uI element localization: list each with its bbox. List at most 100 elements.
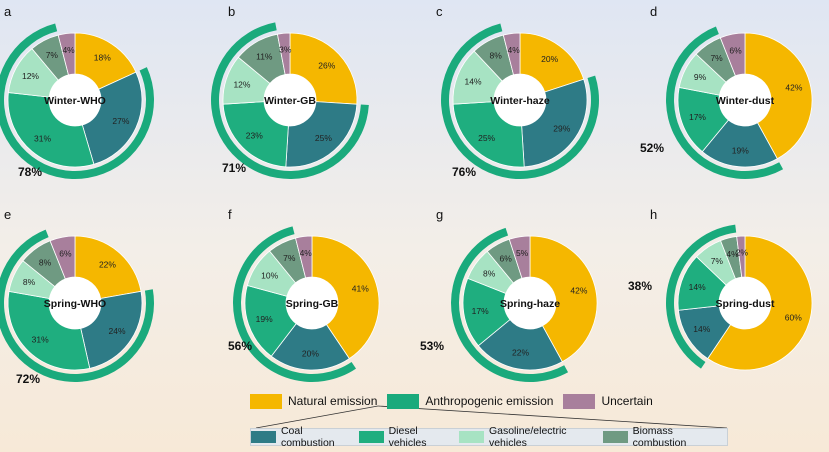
anthropogenic-total-f: 56%	[228, 339, 252, 353]
donut-hole-a	[49, 74, 101, 126]
legend-item-gasoline: Gasoline/electric vehicles	[458, 425, 595, 449]
legend-label-natural: Natural emission	[288, 394, 378, 408]
slice-label-d-coal: 19%	[732, 145, 749, 155]
slice-label-a-natural: 18%	[94, 53, 111, 63]
anthropogenic-band-h	[666, 224, 737, 369]
donut-panel-c: 20% 29% 25% 14% 8% 4% Winter-haze c 76%	[436, 4, 600, 179]
donut-panel-f: 41% 20% 19% 10% 7% 4% Spring-GB f 56%	[228, 207, 380, 382]
legend-item-anthropogenic: Anthropogenic emission	[387, 393, 554, 409]
panel-letter-d: d	[650, 4, 657, 19]
legend-label-anthropogenic: Anthropogenic emission	[425, 394, 554, 408]
slice-label-f-diesel: 19%	[256, 314, 273, 324]
donut-title-h: Spring-dust	[716, 298, 775, 310]
legend-swatch-diesel	[358, 431, 384, 443]
slice-label-f-coal: 20%	[302, 348, 319, 358]
donut-title-e: Spring-WHO	[44, 298, 106, 310]
legend-item-natural: Natural emission	[250, 393, 378, 409]
anthropogenic-total-h: 38%	[628, 279, 652, 293]
slice-label-b-uncertain: 3%	[279, 45, 292, 55]
slice-label-b-biomass: 11%	[256, 52, 273, 62]
donut-hole-c	[494, 74, 546, 126]
legend-anthropogenic-breakdown: Coal combustion Diesel vehicles Gasoline…	[250, 425, 728, 449]
panel-letter-h: h	[650, 207, 657, 222]
slice-label-e-biomass: 8%	[39, 257, 52, 267]
slice-label-e-diesel: 31%	[32, 335, 49, 345]
legend-swatch-gasoline	[458, 431, 484, 443]
slice-label-g-coal: 22%	[512, 348, 529, 358]
slice-label-a-coal: 27%	[112, 116, 129, 126]
slice-label-h-uncertain: 2%	[736, 248, 749, 258]
slice-label-g-natural: 42%	[570, 285, 587, 295]
slice-label-b-natural: 26%	[318, 60, 335, 70]
panel-letter-f: f	[228, 207, 232, 222]
legend-item-biomass: Biomass combustion	[602, 425, 719, 449]
panel-letter-e: e	[4, 207, 11, 222]
panel-letter-g: g	[436, 207, 443, 222]
anthropogenic-total-e: 72%	[16, 372, 40, 386]
slice-label-f-gasoline: 10%	[261, 271, 278, 281]
slice-label-c-natural: 20%	[541, 54, 558, 64]
slice-label-f-biomass: 7%	[283, 253, 296, 263]
legend-swatch-anthropogenic	[387, 393, 420, 409]
slice-label-h-diesel: 14%	[689, 282, 706, 292]
legend-item-coal: Coal combustion	[251, 425, 351, 449]
slice-label-g-uncertain: 5%	[516, 248, 529, 258]
slice-label-e-uncertain: 6%	[59, 248, 72, 258]
slice-label-h-coal: 14%	[693, 324, 710, 334]
slice-label-f-natural: 41%	[352, 283, 369, 293]
donut-title-c: Winter-haze	[490, 95, 550, 107]
slice-label-h-biomass: 4%	[726, 249, 739, 259]
slice-label-e-natural: 22%	[99, 259, 116, 269]
donut-hole-b	[264, 74, 316, 126]
legend-label-coal: Coal combustion	[280, 425, 335, 449]
donut-title-b: Winter-GB	[264, 95, 316, 107]
slice-label-e-gasoline: 8%	[23, 277, 36, 287]
legend-label-gasoline: Gasoline/electric vehicles	[488, 425, 567, 449]
slice-label-g-biomass: 6%	[500, 254, 513, 264]
slice-label-d-natural: 42%	[785, 82, 802, 92]
slice-label-g-gasoline: 8%	[483, 268, 496, 278]
donut-panel-g: 42% 22% 17% 8% 6%5% Spring-haze g 53%	[420, 207, 598, 382]
slice-label-d-biomass: 7%	[710, 53, 723, 63]
legend-swatch-coal	[251, 431, 276, 443]
slice-label-h-gasoline: 7%	[711, 256, 724, 266]
donut-panel-e: 22% 24% 31% 8%8% 6% Spring-WHO e 72%	[0, 207, 154, 386]
slice-label-d-gasoline: 9%	[694, 72, 707, 82]
legend-swatch-uncertain	[563, 393, 596, 409]
legend-main: Natural emission Anthropogenic emission …	[250, 392, 730, 410]
legend-label-biomass: Biomass combustion	[632, 425, 687, 449]
donut-title-g: Spring-haze	[500, 298, 560, 310]
donut-title-f: Spring-GB	[286, 298, 339, 310]
donut-panel-d: 42% 19% 17% 9%7% 6% Winter-dust d 52%	[640, 4, 813, 179]
donut-hole-g	[504, 277, 556, 329]
slice-label-a-gasoline: 12%	[22, 71, 39, 81]
slice-label-c-diesel: 25%	[478, 133, 495, 143]
legend-item-diesel: Diesel vehicles	[358, 425, 451, 449]
legend-label-diesel: Diesel vehicles	[388, 425, 427, 449]
legend-label-uncertain: Uncertain	[601, 394, 653, 408]
donut-hole-d	[719, 74, 771, 126]
slice-label-b-coal: 25%	[315, 133, 332, 143]
legend-item-uncertain: Uncertain	[563, 393, 653, 409]
donut-title-d: Winter-dust	[716, 95, 775, 107]
anthropogenic-total-a: 78%	[18, 165, 42, 179]
slice-label-a-biomass: 7%	[46, 50, 59, 60]
slice-label-c-gasoline: 14%	[465, 76, 482, 86]
panel-letter-b: b	[228, 4, 235, 19]
slice-label-c-coal: 29%	[553, 123, 570, 133]
slice-label-f-uncertain: 4%	[300, 248, 313, 258]
donut-hole-e	[49, 277, 101, 329]
anthropogenic-total-g: 53%	[420, 339, 444, 353]
donut-panel-a: 18% 27% 31% 12% 7%4% Winter-WHO a 78%	[0, 4, 154, 179]
panel-letter-c: c	[436, 4, 443, 19]
slice-label-b-diesel: 23%	[246, 131, 263, 141]
slice-label-a-diesel: 31%	[34, 134, 51, 144]
slice-label-c-uncertain: 4%	[508, 45, 521, 55]
donut-hole-h	[719, 277, 771, 329]
slice-label-h-natural: 60%	[785, 313, 802, 323]
anthropogenic-total-b: 71%	[222, 161, 246, 175]
slice-b-diesel	[222, 101, 289, 168]
legend-swatch-natural	[250, 393, 282, 409]
donut-title-a: Winter-WHO	[44, 95, 106, 107]
panel-letter-a: a	[4, 4, 12, 19]
